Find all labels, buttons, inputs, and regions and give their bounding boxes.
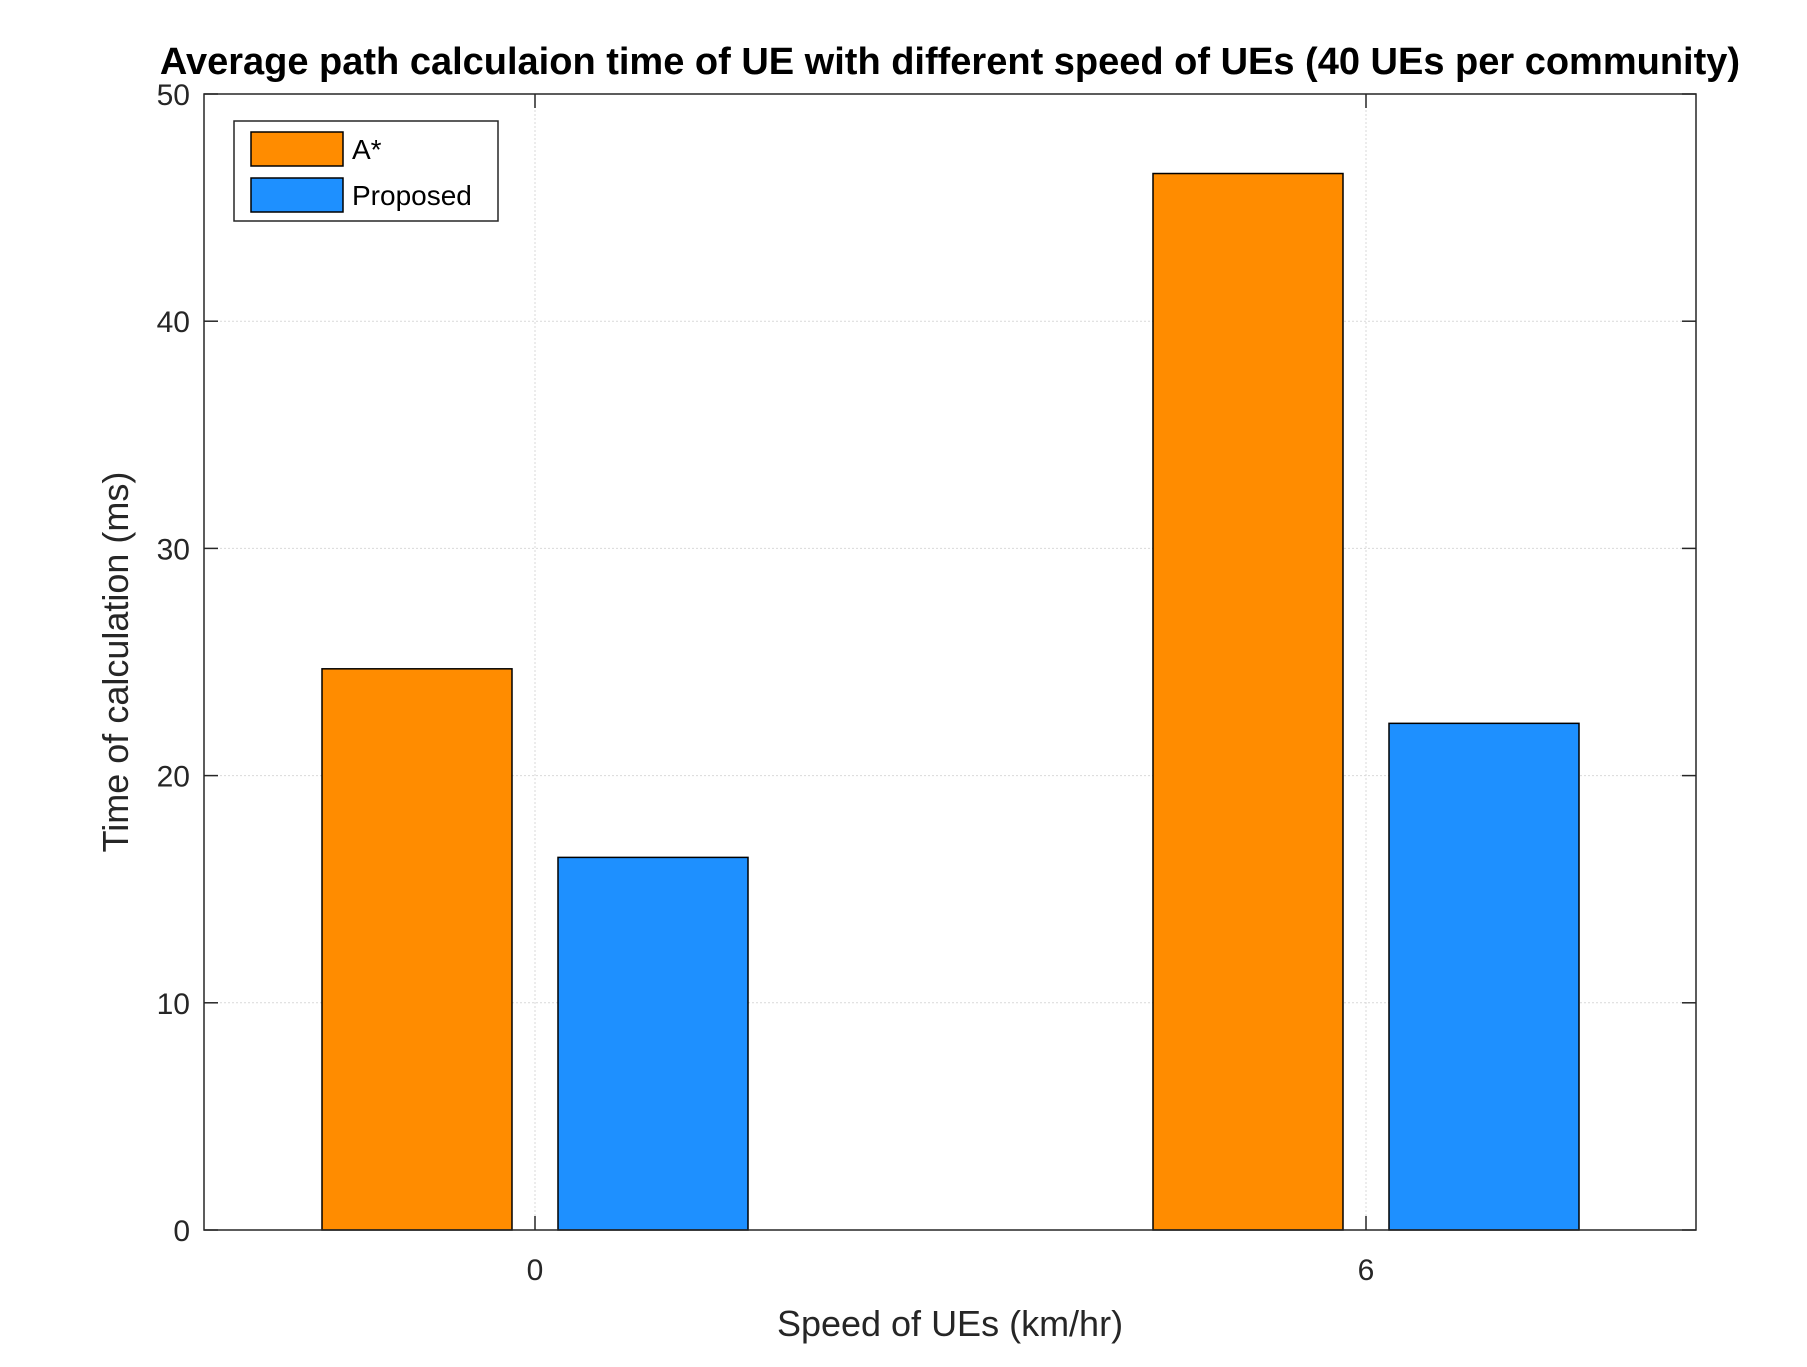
legend: A* Proposed <box>233 120 499 222</box>
legend-label: A* <box>352 134 382 165</box>
x-axis-label: Speed of UEs (km/hr) <box>777 1303 1123 1344</box>
y-tick-label: 20 <box>157 761 190 794</box>
bar-a-6 <box>1152 172 1344 1231</box>
x-tick-label: 6 <box>1358 1254 1375 1287</box>
chart-title: Average path calculaion time of UE with … <box>160 41 1740 83</box>
x-tick-label: 0 <box>527 1254 544 1287</box>
y-tick-label: 10 <box>157 988 190 1021</box>
legend-label: Proposed <box>352 180 472 211</box>
y-tick-label: 0 <box>173 1215 190 1248</box>
bar-proposed-0 <box>557 856 749 1231</box>
y-tick-label: 40 <box>157 306 190 339</box>
legend-swatch <box>250 131 344 167</box>
legend-swatch <box>250 177 344 213</box>
bar-proposed-6 <box>1388 722 1580 1231</box>
axes <box>203 93 1697 1231</box>
plot-frame <box>203 93 1697 1231</box>
bars <box>321 172 1580 1231</box>
y-tick-label: 30 <box>157 533 190 566</box>
y-tick-labels: 0 10 20 30 40 50 <box>157 79 190 1248</box>
y-tick-label: 50 <box>157 79 190 112</box>
tick-marks <box>204 93 1696 1231</box>
y-axis-label: Time of calculation (ms) <box>95 472 136 853</box>
bar-a-0 <box>321 668 513 1231</box>
